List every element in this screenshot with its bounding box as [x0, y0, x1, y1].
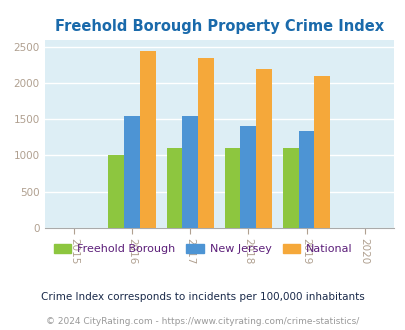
Bar [298, 131, 313, 228]
Bar [256, 69, 271, 228]
Text: © 2024 CityRating.com - https://www.cityrating.com/crime-statistics/: © 2024 CityRating.com - https://www.city… [46, 317, 359, 326]
Bar [224, 148, 240, 228]
Legend: Freehold Borough, New Jersey, National: Freehold Borough, New Jersey, National [49, 239, 356, 258]
Bar [282, 148, 298, 228]
Title: Freehold Borough Property Crime Index: Freehold Borough Property Crime Index [55, 19, 383, 34]
Bar [182, 115, 198, 228]
Text: Crime Index corresponds to incidents per 100,000 inhabitants: Crime Index corresponds to incidents per… [41, 292, 364, 302]
Bar [139, 51, 155, 228]
Bar [166, 148, 182, 228]
Bar [240, 126, 256, 228]
Bar [198, 58, 213, 228]
Bar [108, 155, 124, 228]
Bar [124, 116, 139, 228]
Bar [313, 76, 329, 228]
